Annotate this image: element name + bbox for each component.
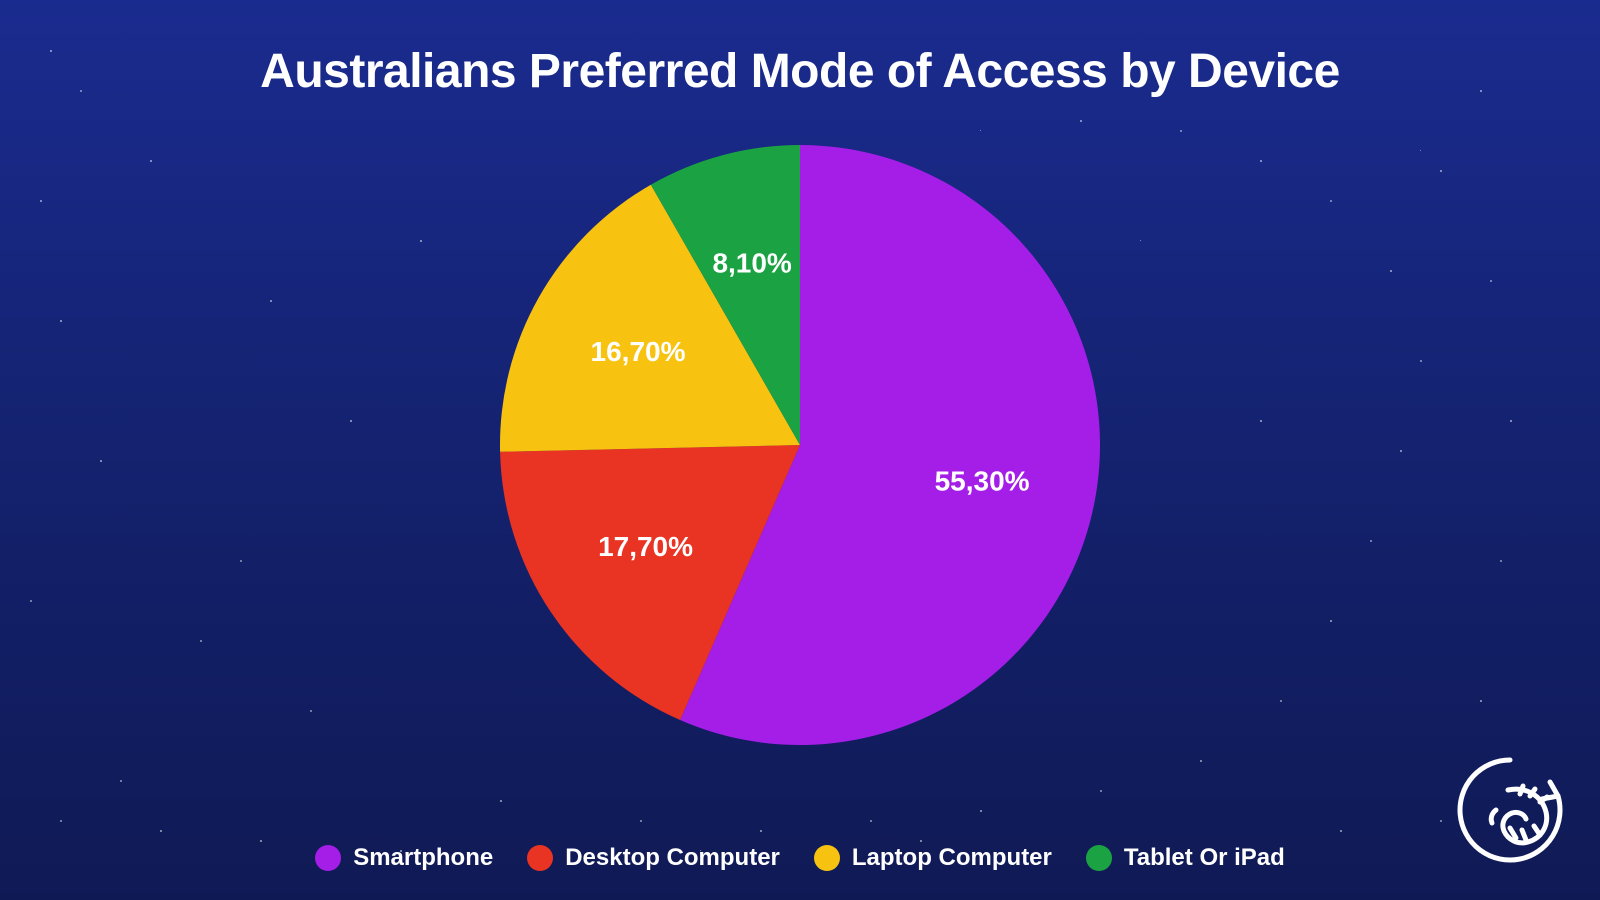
chart-title: Australians Preferred Mode of Access by … (0, 44, 1600, 99)
legend-label-tablet: Tablet Or iPad (1124, 844, 1285, 872)
pie-svg: 55,30% 17,70% 16,70% 8,10% (490, 135, 1110, 755)
legend-label-smartphone: Smartphone (353, 844, 493, 872)
pie-label-desktop: 17,70% (598, 531, 693, 562)
pie-label-smartphone: 55,30% (935, 465, 1030, 496)
pie-chart: 55,30% 17,70% 16,70% 8,10% (490, 135, 1110, 755)
legend-swatch-laptop (814, 845, 840, 871)
legend-item-tablet: Tablet Or iPad (1086, 844, 1285, 872)
legend-label-desktop: Desktop Computer (565, 844, 780, 872)
legend-item-smartphone: Smartphone (315, 844, 493, 872)
pie-label-tablet: 8,10% (712, 248, 791, 279)
pie-label-laptop: 16,70% (591, 336, 686, 367)
legend-label-laptop: Laptop Computer (852, 844, 1052, 872)
legend-swatch-desktop (527, 845, 553, 871)
legend-swatch-smartphone (315, 845, 341, 871)
legend-item-desktop: Desktop Computer (527, 844, 780, 872)
brand-logo (1450, 750, 1570, 870)
legend-swatch-tablet (1086, 845, 1112, 871)
legend: Smartphone Desktop Computer Laptop Compute… (0, 844, 1600, 872)
legend-item-laptop: Laptop Computer (814, 844, 1052, 872)
